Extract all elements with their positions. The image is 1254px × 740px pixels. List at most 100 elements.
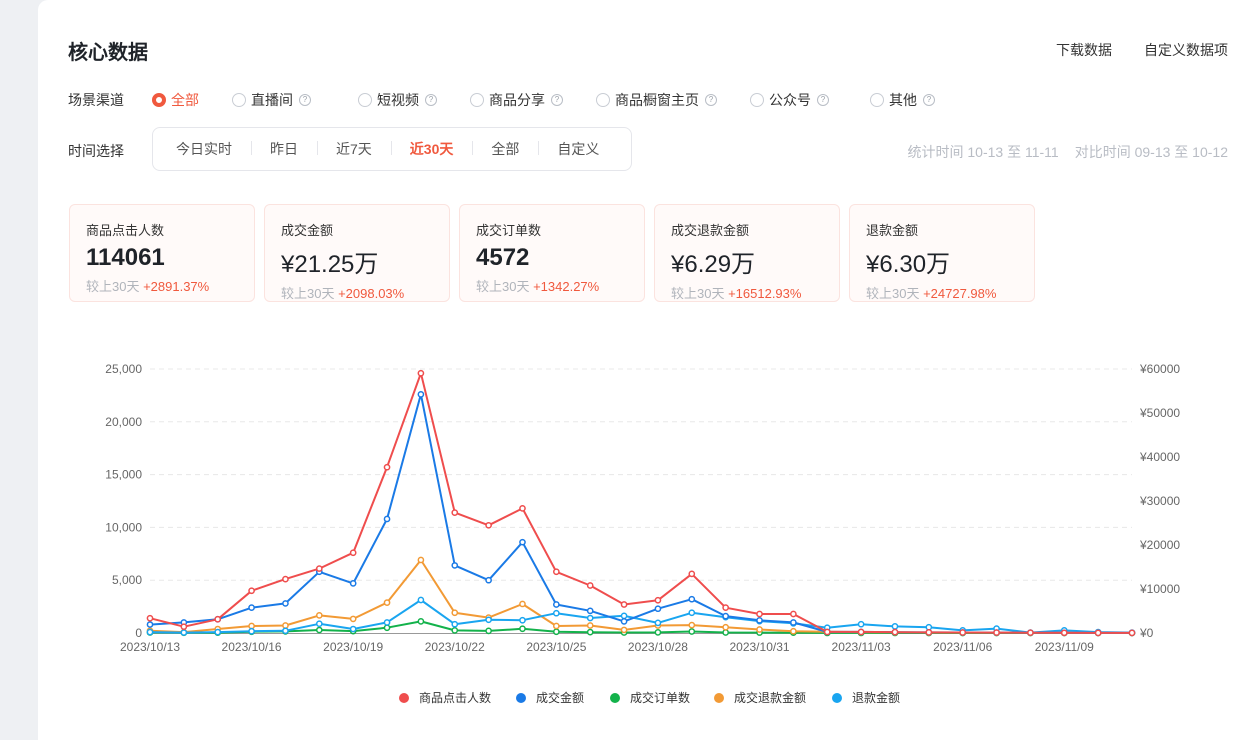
time-tab-0[interactable]: 今日实时	[176, 141, 232, 157]
data-point[interactable]	[248, 604, 255, 612]
radio-icon[interactable]	[596, 93, 610, 107]
radio-icon[interactable]	[750, 93, 764, 107]
data-point[interactable]	[282, 575, 289, 583]
data-point[interactable]	[688, 609, 696, 617]
radio-icon[interactable]	[232, 93, 246, 107]
data-point[interactable]	[654, 605, 662, 613]
data-point[interactable]	[552, 609, 560, 617]
data-point[interactable]	[146, 621, 154, 628]
data-point[interactable]	[519, 600, 526, 608]
data-point[interactable]	[756, 616, 763, 624]
data-point[interactable]	[620, 601, 628, 608]
legend-label[interactable]: 成交金额	[536, 690, 584, 705]
data-point[interactable]	[383, 515, 391, 523]
data-point[interactable]	[451, 620, 459, 628]
data-point[interactable]	[180, 623, 188, 631]
data-point[interactable]	[688, 595, 696, 603]
data-point[interactable]	[620, 618, 628, 625]
legend-label[interactable]: 退款金额	[852, 690, 900, 705]
download-data-link[interactable]: 下载数据	[1056, 42, 1112, 58]
data-point[interactable]	[790, 610, 797, 618]
data-point[interactable]	[282, 622, 289, 629]
legend-marker[interactable]	[714, 693, 724, 703]
time-tab-5[interactable]: 自定义	[538, 139, 618, 159]
data-point[interactable]	[485, 576, 492, 584]
data-point[interactable]	[586, 628, 594, 636]
channel-option-5[interactable]: 公众号?	[750, 90, 829, 110]
data-point[interactable]	[383, 599, 391, 606]
data-point[interactable]	[891, 623, 899, 630]
data-point[interactable]	[451, 509, 459, 516]
data-point[interactable]	[417, 556, 425, 564]
data-point[interactable]	[417, 596, 425, 604]
data-point[interactable]	[654, 596, 662, 604]
data-point[interactable]	[756, 610, 763, 618]
data-point[interactable]	[1027, 629, 1034, 637]
data-point[interactable]	[214, 615, 222, 623]
data-point[interactable]	[586, 622, 594, 629]
radio-icon[interactable]	[358, 93, 372, 107]
time-tab-4[interactable]: 全部	[472, 139, 538, 159]
help-icon[interactable]: ?	[923, 94, 935, 106]
data-point[interactable]	[722, 623, 730, 631]
data-point[interactable]	[620, 612, 628, 620]
data-point[interactable]	[925, 629, 933, 636]
legend-label[interactable]: 商品点击人数	[419, 690, 491, 705]
data-point[interactable]	[857, 628, 865, 636]
radio-icon[interactable]	[152, 93, 166, 107]
data-point[interactable]	[248, 627, 255, 635]
data-point[interactable]	[857, 620, 865, 628]
legend-marker[interactable]	[516, 693, 526, 703]
data-point[interactable]	[146, 614, 154, 622]
data-point[interactable]	[722, 604, 730, 612]
help-icon[interactable]: ?	[817, 94, 829, 106]
custom-data-items-link[interactable]: 自定义数据项	[1144, 42, 1228, 58]
time-tab-2[interactable]: 近7天	[317, 139, 391, 159]
data-point[interactable]	[688, 628, 696, 635]
data-point[interactable]	[756, 626, 763, 633]
channel-option-4[interactable]: 商品橱窗主页?	[596, 90, 717, 110]
data-point[interactable]	[383, 463, 391, 471]
data-point[interactable]	[688, 621, 696, 629]
data-point[interactable]	[519, 616, 526, 624]
data-point[interactable]	[519, 625, 526, 633]
data-point[interactable]	[315, 626, 323, 634]
data-point[interactable]	[1128, 629, 1136, 637]
data-point[interactable]	[214, 628, 222, 636]
data-point[interactable]	[248, 587, 255, 595]
legend-marker[interactable]	[832, 693, 842, 703]
data-point[interactable]	[383, 624, 391, 632]
data-point[interactable]	[282, 600, 289, 607]
data-point[interactable]	[823, 628, 831, 636]
help-icon[interactable]: ?	[551, 94, 563, 106]
metric-card[interactable]: 商品点击人数 114061 较上30天 +2891.37%	[69, 204, 255, 302]
data-point[interactable]	[722, 612, 730, 620]
data-point[interactable]	[620, 626, 628, 634]
data-point[interactable]	[586, 614, 594, 622]
data-point[interactable]	[485, 616, 492, 624]
metric-card[interactable]: 成交金额 ¥21.25万 较上30天 +2098.03%	[264, 204, 450, 302]
data-point[interactable]	[959, 629, 967, 636]
data-point[interactable]	[349, 615, 357, 623]
help-icon[interactable]: ?	[705, 94, 717, 106]
legend-label[interactable]: 成交订单数	[630, 690, 690, 705]
data-point[interactable]	[451, 609, 459, 617]
data-point[interactable]	[485, 521, 492, 529]
data-point[interactable]	[891, 628, 899, 636]
data-point[interactable]	[417, 390, 425, 398]
data-point[interactable]	[315, 620, 323, 628]
radio-icon[interactable]	[470, 93, 484, 107]
data-point[interactable]	[552, 628, 560, 636]
data-point[interactable]	[349, 625, 357, 633]
help-icon[interactable]: ?	[299, 94, 311, 106]
data-point[interactable]	[586, 607, 594, 615]
data-point[interactable]	[1094, 629, 1102, 637]
data-point[interactable]	[552, 622, 560, 630]
data-point[interactable]	[451, 627, 459, 634]
data-point[interactable]	[654, 619, 662, 627]
channel-option-6[interactable]: 其他?	[870, 90, 935, 110]
radio-icon[interactable]	[870, 93, 884, 107]
data-point[interactable]	[722, 629, 730, 636]
data-point[interactable]	[552, 568, 560, 576]
metric-card[interactable]: 成交退款金额 ¥6.29万 较上30天 +16512.93%	[654, 204, 840, 302]
